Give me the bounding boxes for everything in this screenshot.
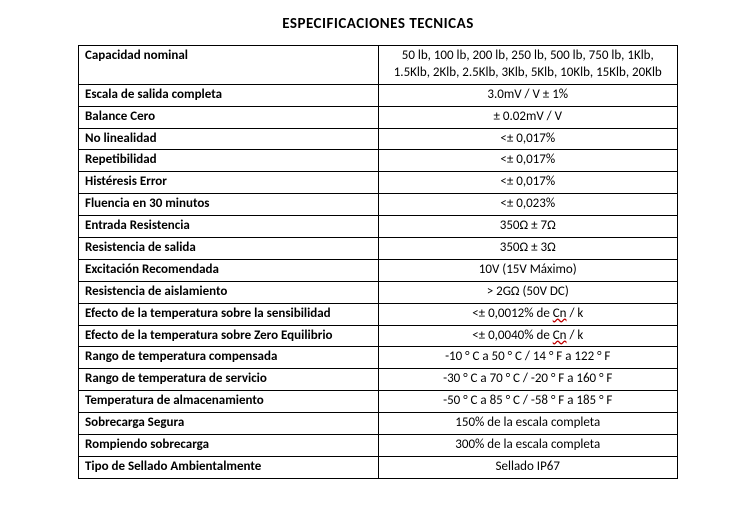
row-label: Capacidad nominal — [79, 46, 379, 85]
row-value: > 2GΩ (50V DC) — [378, 281, 678, 303]
row-label: Entrada Resistencia — [79, 216, 379, 238]
table-row: Histéresis Error<± 0,017% — [79, 172, 678, 194]
row-value: -30 ° C a 70 ° C / -20 ° F a 160 ° F — [378, 369, 678, 391]
row-label: Sobrecarga Segura — [79, 413, 379, 435]
table-row: Rango de temperatura de servicio-30 ° C … — [79, 369, 678, 391]
row-label: Efecto de la temperatura sobre Zero Equi… — [79, 325, 379, 347]
table-row: Rango de temperatura compensada-10 ° C a… — [79, 347, 678, 369]
row-label: Histéresis Error — [79, 172, 379, 194]
row-value: <± 0,023% — [378, 194, 678, 216]
specs-table-body: Capacidad nominal50 lb, 100 lb, 200 lb, … — [79, 46, 678, 479]
row-value: <± 0,017% — [378, 150, 678, 172]
row-label: Escala de salida completa — [79, 84, 379, 106]
table-row: Fluencia en 30 minutos<± 0,023% — [79, 194, 678, 216]
row-value: <± 0,0040% de Cn / k — [378, 325, 678, 347]
row-value: 350Ω ± 3Ω — [378, 238, 678, 260]
row-value: 300% de la escala completa — [378, 435, 678, 457]
row-label: Rango de temperatura de servicio — [79, 369, 379, 391]
table-row: Temperatura de almacenamiento-50 ° C a 8… — [79, 391, 678, 413]
row-label: Repetibilidad — [79, 150, 379, 172]
row-value: 3.0mV / V ± 1% — [378, 84, 678, 106]
table-row: Resistencia de aislamiento> 2GΩ (50V DC) — [79, 281, 678, 303]
table-row: Capacidad nominal50 lb, 100 lb, 200 lb, … — [79, 46, 678, 85]
row-label: No linealidad — [79, 128, 379, 150]
row-label: Balance Cero — [79, 106, 379, 128]
table-row: Rompiendo sobrecarga300% de la escala co… — [79, 435, 678, 457]
row-value: 50 lb, 100 lb, 200 lb, 250 lb, 500 lb, 7… — [378, 46, 678, 85]
table-row: No linealidad<± 0,017% — [79, 128, 678, 150]
page-title: ESPECIFICACIONES TECNICAS — [15, 15, 741, 33]
table-row: Sobrecarga Segura150% de la escala compl… — [79, 413, 678, 435]
row-value: -10 ° C a 50 ° C / 14 ° F a 122 ° F — [378, 347, 678, 369]
row-value: 10V (15V Máximo) — [378, 259, 678, 281]
table-row: Efecto de la temperatura sobre la sensib… — [79, 303, 678, 325]
row-value: <± 0,017% — [378, 128, 678, 150]
table-row: Tipo de Sellado AmbientalmenteSellado IP… — [79, 456, 678, 478]
specs-table: Capacidad nominal50 lb, 100 lb, 200 lb, … — [78, 45, 678, 479]
row-label: Rompiendo sobrecarga — [79, 435, 379, 457]
row-label: Temperatura de almacenamiento — [79, 391, 379, 413]
row-label: Resistencia de aislamiento — [79, 281, 379, 303]
row-label: Fluencia en 30 minutos — [79, 194, 379, 216]
table-row: Excitación Recomendada10V (15V Máximo) — [79, 259, 678, 281]
row-label: Excitación Recomendada — [79, 259, 379, 281]
row-value: <± 0,0012% de Cn / k — [378, 303, 678, 325]
table-row: Resistencia de salida350Ω ± 3Ω — [79, 238, 678, 260]
table-row: Efecto de la temperatura sobre Zero Equi… — [79, 325, 678, 347]
table-row: Escala de salida completa3.0mV / V ± 1% — [79, 84, 678, 106]
row-value: 150% de la escala completa — [378, 413, 678, 435]
row-label: Resistencia de salida — [79, 238, 379, 260]
row-value: -50 ° C a 85 ° C / -58 ° F a 185 ° F — [378, 391, 678, 413]
row-label: Rango de temperatura compensada — [79, 347, 379, 369]
row-value: ± 0.02mV / V — [378, 106, 678, 128]
row-value: <± 0,017% — [378, 172, 678, 194]
row-value: Sellado IP67 — [378, 456, 678, 478]
row-value: 350Ω ± 7Ω — [378, 216, 678, 238]
table-row: Entrada Resistencia350Ω ± 7Ω — [79, 216, 678, 238]
table-row: Balance Cero± 0.02mV / V — [79, 106, 678, 128]
row-label: Tipo de Sellado Ambientalmente — [79, 456, 379, 478]
row-label: Efecto de la temperatura sobre la sensib… — [79, 303, 379, 325]
table-row: Repetibilidad<± 0,017% — [79, 150, 678, 172]
